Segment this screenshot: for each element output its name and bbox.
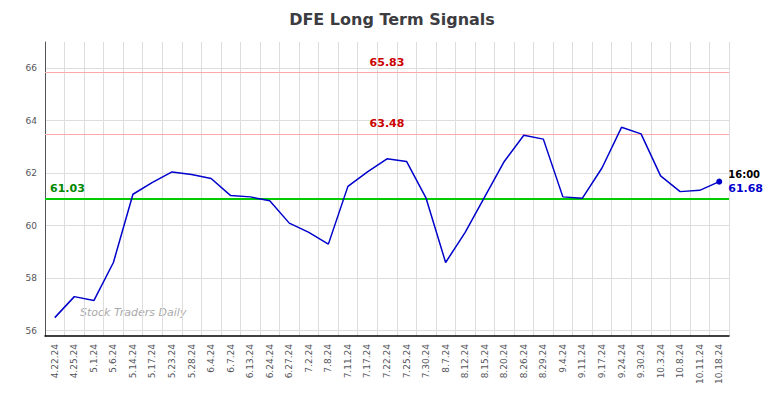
svg-text:10.18.24: 10.18.24 bbox=[714, 344, 724, 384]
svg-text:10.3.24: 10.3.24 bbox=[656, 344, 666, 379]
svg-text:64: 64 bbox=[26, 116, 38, 126]
svg-text:56: 56 bbox=[26, 326, 38, 336]
svg-text:7.11.24: 7.11.24 bbox=[343, 344, 353, 379]
svg-text:7.8.24: 7.8.24 bbox=[323, 344, 333, 373]
svg-text:62: 62 bbox=[26, 168, 37, 178]
svg-text:8.26.24: 8.26.24 bbox=[519, 344, 529, 379]
svg-text:5.17.24: 5.17.24 bbox=[147, 344, 157, 379]
svg-text:6.24.24: 6.24.24 bbox=[265, 344, 275, 379]
svg-text:9.11.24: 9.11.24 bbox=[577, 344, 587, 379]
svg-text:9.17.24: 9.17.24 bbox=[597, 344, 607, 379]
svg-text:8.7.24: 8.7.24 bbox=[441, 344, 451, 373]
svg-text:9.30.24: 9.30.24 bbox=[636, 344, 646, 379]
svg-text:6.7.24: 6.7.24 bbox=[226, 344, 236, 373]
svg-text:8.20.24: 8.20.24 bbox=[499, 344, 509, 379]
svg-text:8.12.24: 8.12.24 bbox=[460, 344, 470, 379]
svg-text:6.27.24: 6.27.24 bbox=[284, 344, 294, 379]
svg-text:16:00: 16:00 bbox=[728, 169, 760, 180]
svg-text:58: 58 bbox=[26, 273, 38, 283]
svg-text:10.8.24: 10.8.24 bbox=[675, 344, 685, 379]
svg-text:7.30.24: 7.30.24 bbox=[421, 344, 431, 379]
svg-text:5.6.24: 5.6.24 bbox=[108, 344, 118, 373]
svg-text:10.11.24: 10.11.24 bbox=[695, 344, 705, 384]
svg-text:9.24.24: 9.24.24 bbox=[617, 344, 627, 379]
svg-text:5.14.24: 5.14.24 bbox=[128, 344, 138, 379]
svg-text:4.22.24: 4.22.24 bbox=[50, 344, 60, 379]
svg-text:5.23.24: 5.23.24 bbox=[167, 344, 177, 379]
svg-text:8.15.24: 8.15.24 bbox=[480, 344, 490, 379]
svg-text:63.48: 63.48 bbox=[370, 117, 405, 130]
svg-text:8.29.24: 8.29.24 bbox=[538, 344, 548, 379]
svg-text:65.83: 65.83 bbox=[370, 56, 405, 69]
svg-text:5.1.24: 5.1.24 bbox=[89, 344, 99, 373]
svg-text:7.17.24: 7.17.24 bbox=[362, 344, 372, 379]
svg-text:6.13.24: 6.13.24 bbox=[245, 344, 255, 379]
svg-text:DFE Long Term Signals: DFE Long Term Signals bbox=[289, 10, 495, 29]
svg-text:61.68: 61.68 bbox=[728, 182, 763, 195]
svg-text:7.22.24: 7.22.24 bbox=[382, 344, 392, 379]
svg-text:7.25.24: 7.25.24 bbox=[402, 344, 412, 379]
svg-text:5.28.24: 5.28.24 bbox=[187, 344, 197, 379]
svg-text:61.03: 61.03 bbox=[50, 182, 85, 195]
svg-text:66: 66 bbox=[26, 63, 38, 73]
svg-text:60: 60 bbox=[26, 221, 38, 231]
svg-text:9.4.24: 9.4.24 bbox=[558, 344, 568, 373]
svg-text:4.25.24: 4.25.24 bbox=[69, 344, 79, 379]
svg-text:6.4.24: 6.4.24 bbox=[206, 344, 216, 373]
svg-text:7.2.24: 7.2.24 bbox=[304, 344, 314, 373]
svg-text:Stock Traders Daily: Stock Traders Daily bbox=[80, 306, 187, 319]
